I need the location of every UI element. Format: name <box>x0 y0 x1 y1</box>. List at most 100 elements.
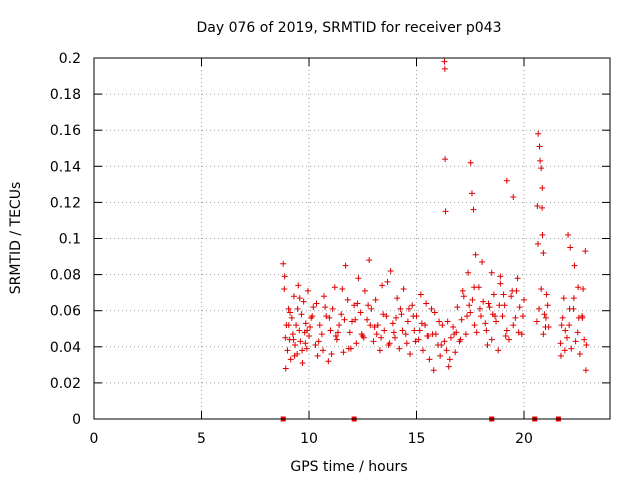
data-point <box>495 347 502 354</box>
data-point <box>371 323 378 330</box>
data-point <box>287 309 294 316</box>
data-point <box>540 331 547 338</box>
data-point <box>518 331 525 338</box>
x-tick-label: 15 <box>408 431 426 447</box>
data-point <box>471 322 478 329</box>
data-point <box>538 165 545 172</box>
data-point <box>329 305 336 312</box>
data-point <box>571 262 578 269</box>
data-point <box>542 314 549 321</box>
y-tick-label: 0.2 <box>59 51 81 67</box>
data-point <box>296 327 303 334</box>
data-point <box>379 282 386 289</box>
data-point <box>368 305 375 312</box>
data-point <box>336 322 343 329</box>
data-point <box>442 156 449 163</box>
data-point <box>447 334 454 341</box>
data-point <box>426 356 433 363</box>
data-point <box>357 309 364 316</box>
data-point <box>399 327 406 334</box>
data-point <box>566 322 573 329</box>
data-point <box>312 341 319 348</box>
data-point <box>288 314 295 321</box>
data-point <box>540 249 547 256</box>
data-point <box>425 332 432 339</box>
data-point <box>505 336 512 343</box>
chart-title: Day 076 of 2019, SRMTID for receiver p04… <box>196 20 501 36</box>
data-point <box>490 291 497 298</box>
data-point <box>364 316 371 323</box>
data-point <box>565 231 572 238</box>
data-point <box>582 248 589 255</box>
data-point <box>582 367 589 374</box>
data-point <box>544 302 551 309</box>
data-point <box>572 338 579 345</box>
data-point <box>389 320 396 327</box>
data-point <box>538 286 545 293</box>
data-point <box>319 347 326 354</box>
data-point <box>354 300 361 307</box>
data-point <box>367 322 374 329</box>
data-point <box>393 314 400 321</box>
data-point <box>280 260 287 267</box>
data-point <box>340 349 347 356</box>
data-point <box>441 338 448 345</box>
data-point <box>515 329 522 336</box>
data-point <box>335 329 342 336</box>
data-point <box>536 305 543 312</box>
data-point <box>282 334 289 341</box>
data-point <box>410 313 417 320</box>
data-point <box>299 360 306 367</box>
data-point <box>497 280 504 287</box>
data-point <box>322 304 329 311</box>
data-point <box>467 309 474 316</box>
data-point <box>303 345 310 352</box>
data-point <box>380 311 387 318</box>
data-point <box>397 305 404 312</box>
data-point <box>469 296 476 303</box>
data-point <box>365 302 372 309</box>
data-point <box>376 347 383 354</box>
data-point <box>313 300 320 307</box>
data-point <box>417 291 424 298</box>
data-point <box>471 284 478 291</box>
data-point <box>297 338 304 345</box>
data-point <box>510 193 517 200</box>
data-point <box>457 336 464 343</box>
data-point <box>462 331 469 338</box>
data-point <box>452 349 459 356</box>
data-point <box>284 347 291 354</box>
data-point <box>390 329 397 336</box>
data-point <box>355 275 362 282</box>
data-point <box>485 300 492 307</box>
data-point <box>501 302 508 309</box>
data-point <box>294 305 301 312</box>
data-point <box>416 327 423 334</box>
data-point <box>499 313 506 320</box>
data-point <box>346 329 353 336</box>
data-point <box>468 190 475 197</box>
y-tick-label: 0.08 <box>50 268 81 284</box>
data-point <box>323 313 330 320</box>
data-point <box>282 365 289 372</box>
data-point <box>581 336 588 343</box>
data-point <box>484 341 491 348</box>
data-point <box>387 267 394 274</box>
data-point <box>341 316 348 323</box>
data-point <box>418 320 425 327</box>
data-point <box>570 295 577 302</box>
data-point <box>386 340 393 347</box>
data-point <box>583 341 590 348</box>
data-point <box>422 322 429 329</box>
data-point <box>373 331 380 338</box>
data-point <box>439 322 446 329</box>
data-point <box>472 251 479 258</box>
data-point <box>429 331 436 338</box>
data-point <box>302 320 309 327</box>
data-point <box>358 331 365 338</box>
data-point <box>466 302 473 309</box>
data-point <box>503 177 510 184</box>
data-point <box>392 334 398 341</box>
data-point <box>480 298 487 305</box>
data-point <box>438 341 445 348</box>
